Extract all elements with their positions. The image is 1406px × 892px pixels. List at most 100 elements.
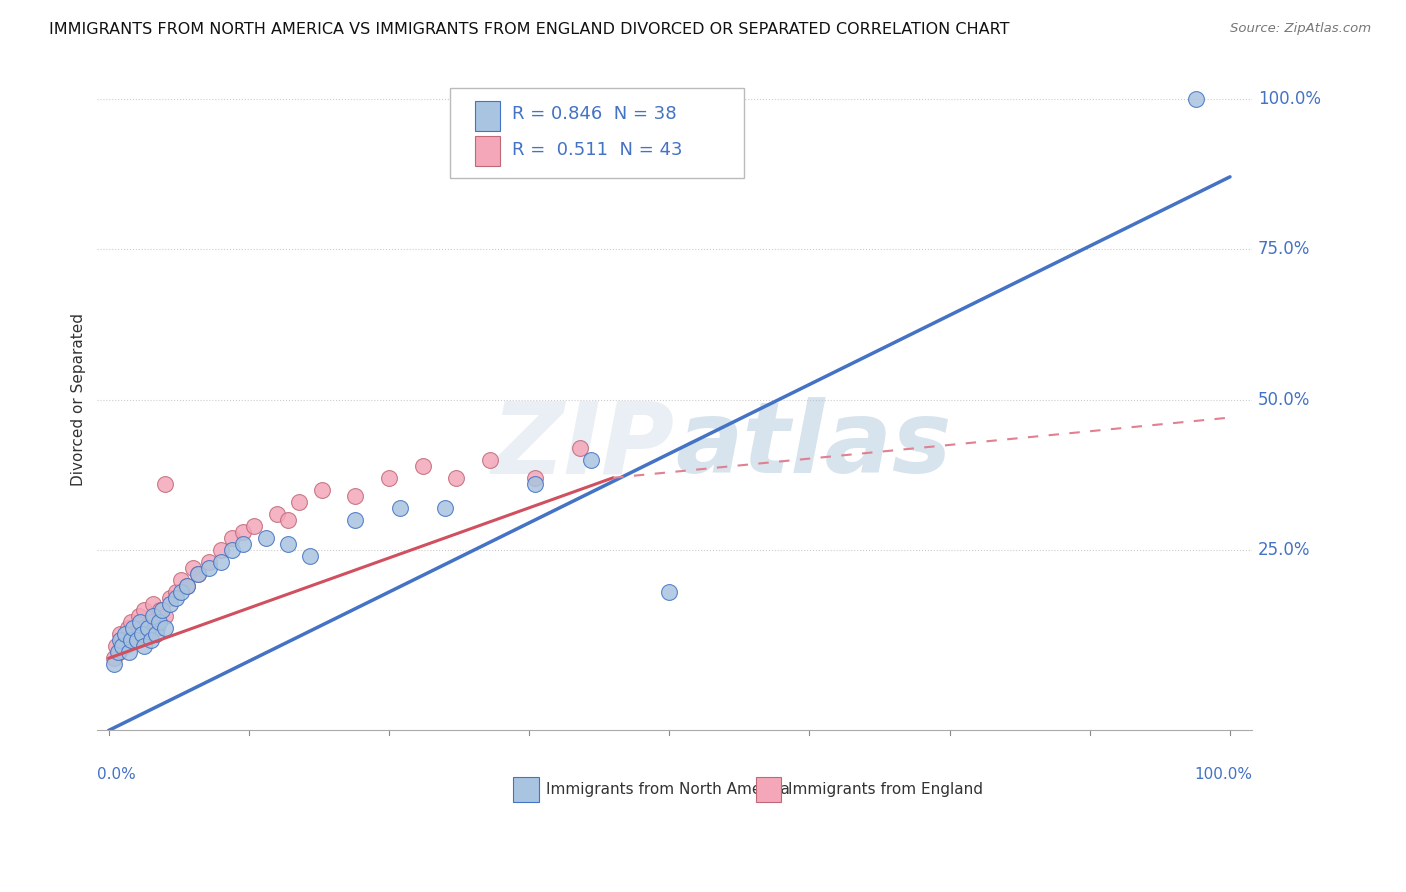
Point bbox=[311, 483, 333, 497]
Point bbox=[176, 579, 198, 593]
Point bbox=[120, 615, 142, 630]
Point bbox=[111, 633, 134, 648]
Point bbox=[198, 561, 221, 575]
Point bbox=[198, 555, 221, 569]
Point bbox=[187, 567, 209, 582]
Text: IMMIGRANTS FROM NORTH AMERICA VS IMMIGRANTS FROM ENGLAND DIVORCED OR SEPARATED C: IMMIGRANTS FROM NORTH AMERICA VS IMMIGRA… bbox=[49, 22, 1010, 37]
Point bbox=[266, 507, 288, 521]
Point bbox=[118, 645, 141, 659]
Point bbox=[254, 531, 277, 545]
Point bbox=[142, 609, 165, 624]
Text: 100.0%: 100.0% bbox=[1258, 89, 1322, 108]
Point bbox=[153, 609, 176, 624]
Point bbox=[433, 500, 456, 515]
Point bbox=[523, 471, 546, 485]
Point bbox=[108, 627, 131, 641]
Text: 50.0%: 50.0% bbox=[1258, 391, 1310, 409]
Text: Immigrants from England: Immigrants from England bbox=[789, 782, 983, 797]
Text: Source: ZipAtlas.com: Source: ZipAtlas.com bbox=[1230, 22, 1371, 36]
Point bbox=[209, 555, 232, 569]
Point bbox=[122, 627, 145, 641]
Point bbox=[129, 615, 152, 630]
Point bbox=[176, 579, 198, 593]
Point bbox=[120, 633, 142, 648]
Point bbox=[136, 627, 159, 641]
Point bbox=[134, 603, 156, 617]
Point bbox=[170, 585, 193, 599]
Point bbox=[277, 537, 299, 551]
Point bbox=[344, 513, 367, 527]
Point bbox=[122, 621, 145, 635]
Point bbox=[232, 524, 254, 539]
Point bbox=[165, 585, 187, 599]
Text: Immigrants from North America: Immigrants from North America bbox=[546, 782, 789, 797]
Bar bbox=[513, 777, 538, 802]
Text: ZIP: ZIP bbox=[492, 397, 675, 494]
Point bbox=[118, 633, 141, 648]
Point bbox=[108, 633, 131, 648]
Point bbox=[288, 495, 311, 509]
Point bbox=[142, 597, 165, 611]
Point bbox=[579, 452, 602, 467]
Point bbox=[148, 615, 170, 630]
Point bbox=[187, 567, 209, 582]
Point bbox=[159, 597, 181, 611]
Point bbox=[128, 609, 150, 624]
Bar bbox=[756, 777, 782, 802]
Point bbox=[136, 621, 159, 635]
Text: R = 0.846  N = 38: R = 0.846 N = 38 bbox=[512, 105, 676, 123]
Point bbox=[478, 452, 501, 467]
Point bbox=[444, 471, 467, 485]
Point bbox=[103, 651, 125, 665]
Point bbox=[134, 639, 156, 653]
Point bbox=[568, 441, 591, 455]
Point bbox=[153, 476, 176, 491]
Point bbox=[221, 543, 243, 558]
FancyBboxPatch shape bbox=[450, 88, 744, 178]
Y-axis label: Divorced or Separated: Divorced or Separated bbox=[72, 313, 86, 486]
Point bbox=[117, 621, 139, 635]
Text: 100.0%: 100.0% bbox=[1195, 766, 1253, 781]
Point bbox=[153, 621, 176, 635]
Point bbox=[146, 621, 169, 635]
Point bbox=[243, 519, 266, 533]
Point bbox=[105, 639, 128, 653]
Point bbox=[221, 531, 243, 545]
Point bbox=[412, 458, 434, 473]
Text: 0.0%: 0.0% bbox=[97, 766, 136, 781]
Point bbox=[181, 561, 204, 575]
Point bbox=[209, 543, 232, 558]
Point bbox=[1185, 92, 1208, 106]
Point bbox=[344, 489, 367, 503]
Point bbox=[378, 471, 401, 485]
Bar bbox=[475, 101, 501, 131]
Point bbox=[114, 627, 136, 641]
Point bbox=[389, 500, 412, 515]
Point bbox=[159, 591, 181, 606]
Point bbox=[107, 645, 129, 659]
Point bbox=[523, 476, 546, 491]
Text: R =  0.511  N = 43: R = 0.511 N = 43 bbox=[512, 141, 682, 159]
Point bbox=[131, 621, 153, 635]
Point bbox=[141, 633, 163, 648]
Point bbox=[141, 615, 163, 630]
Point bbox=[114, 639, 136, 653]
Point bbox=[658, 585, 681, 599]
Text: 75.0%: 75.0% bbox=[1258, 240, 1310, 258]
Point bbox=[125, 633, 148, 648]
Point bbox=[277, 513, 299, 527]
Text: 25.0%: 25.0% bbox=[1258, 541, 1310, 559]
Point bbox=[125, 633, 148, 648]
Point bbox=[152, 603, 174, 617]
Point bbox=[232, 537, 254, 551]
Point bbox=[299, 549, 322, 563]
Bar bbox=[475, 136, 501, 166]
Point bbox=[111, 639, 134, 653]
Point bbox=[103, 657, 125, 672]
Point bbox=[107, 645, 129, 659]
Point bbox=[165, 591, 187, 606]
Text: atlas: atlas bbox=[675, 397, 952, 494]
Point bbox=[145, 627, 167, 641]
Point bbox=[170, 573, 193, 587]
Point bbox=[149, 603, 172, 617]
